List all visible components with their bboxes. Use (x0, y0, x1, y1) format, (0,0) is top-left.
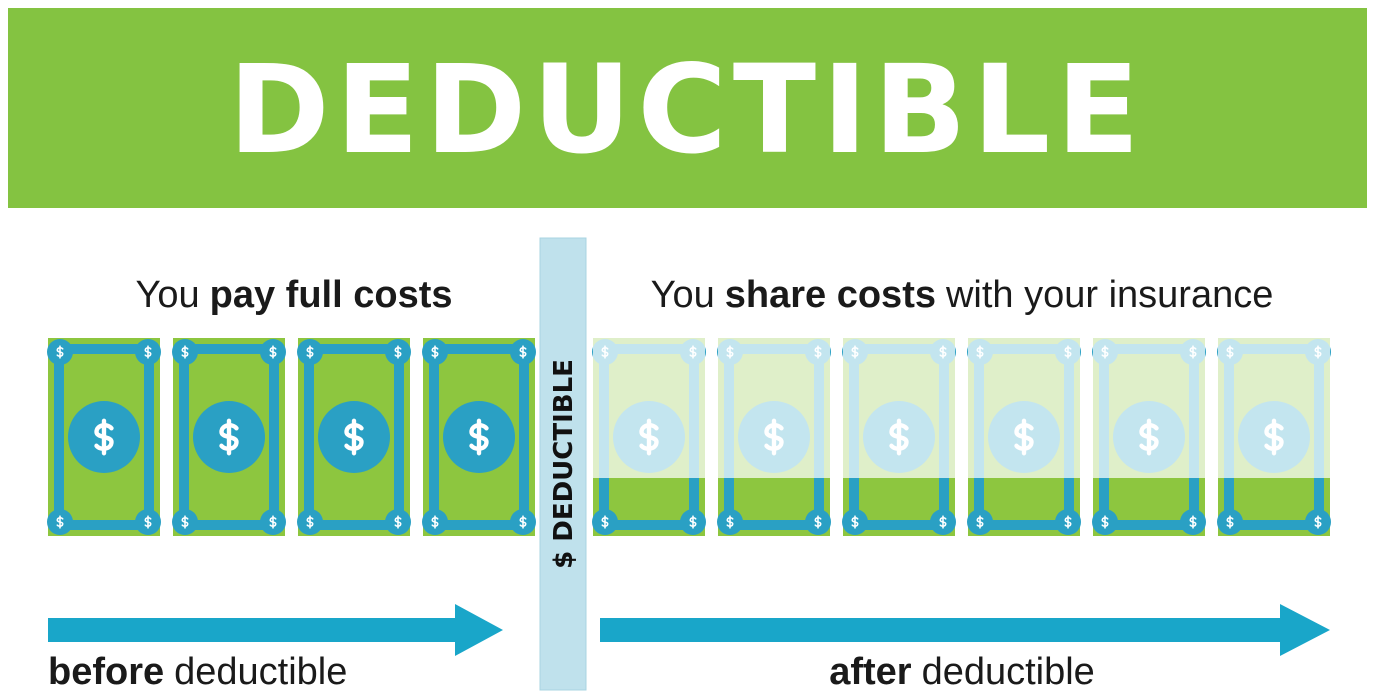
corner-dollar (1101, 515, 1109, 529)
corner-dollar (56, 515, 64, 529)
bill (422, 338, 536, 536)
bill (842, 338, 956, 536)
corner-dollar (689, 515, 697, 529)
corner-dollar (519, 515, 527, 529)
bill-veil (718, 338, 830, 478)
bill-veil (593, 338, 705, 478)
corner-dollar (976, 515, 984, 529)
corner-dollar (814, 515, 822, 529)
arrow (600, 604, 1330, 656)
arrow (48, 604, 503, 656)
medallion-dollar (222, 421, 237, 454)
title: DEDUCTIBLE (228, 39, 1145, 181)
footer-rest: deductible (922, 651, 1095, 693)
corner-dollar (1189, 515, 1197, 529)
corner-dollar (394, 515, 402, 529)
corner-dollar (269, 515, 277, 529)
corner-dollar (939, 515, 947, 529)
heading-rest: with your insurance (945, 274, 1273, 316)
after-footer: after deductible (829, 651, 1095, 693)
corner-dollar (181, 515, 189, 529)
after-heading: You share costs with your insurance (651, 274, 1274, 316)
corner-dollar (1064, 515, 1072, 529)
corner-dollar (726, 515, 734, 529)
divider (539, 237, 587, 691)
corner-dollar (269, 345, 277, 359)
corner-dollar (1314, 515, 1322, 529)
header-band (8, 8, 1367, 208)
divider-label: $ DEDUCTIBLE (549, 359, 579, 569)
corner-dollar (394, 345, 402, 359)
bill-veil (1218, 338, 1330, 478)
medallion-dollar (347, 421, 362, 454)
bill-veil (843, 338, 955, 478)
bill (717, 338, 831, 536)
bill (297, 338, 411, 536)
corner-dollar (181, 345, 189, 359)
heading-lead: You (136, 274, 200, 316)
footer-emphasis: before (48, 651, 164, 693)
footer-emphasis: after (829, 651, 912, 693)
bill-veil (1093, 338, 1205, 478)
bills (47, 338, 1331, 536)
medallion-dollar (97, 421, 112, 454)
heading-emphasis: share costs (725, 274, 936, 316)
before-heading: You pay full costs (136, 274, 453, 316)
corner-dollar (1226, 515, 1234, 529)
corner-dollar (431, 515, 439, 529)
heading-emphasis: pay full costs (210, 274, 453, 316)
corner-dollar (431, 345, 439, 359)
corner-dollar (519, 345, 527, 359)
before-footer: before deductible (48, 651, 347, 693)
medallion-dollar (472, 421, 487, 454)
corner-dollar (144, 515, 152, 529)
bill (1092, 338, 1206, 536)
heading-lead: You (651, 274, 715, 316)
bill (47, 338, 161, 536)
corner-dollar (851, 515, 859, 529)
corner-dollar (601, 515, 609, 529)
corner-dollar (306, 345, 314, 359)
bill (592, 338, 706, 536)
corner-dollar (144, 345, 152, 359)
footer-rest: deductible (174, 651, 347, 693)
bill (172, 338, 286, 536)
corner-dollar (56, 345, 64, 359)
bill-veil (968, 338, 1080, 478)
corner-dollar (306, 515, 314, 529)
bill (967, 338, 1081, 536)
bill (1217, 338, 1331, 536)
